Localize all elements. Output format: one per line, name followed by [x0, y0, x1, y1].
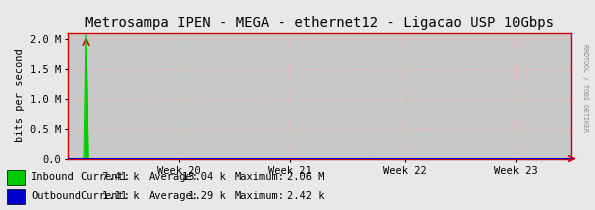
Text: Inbound: Inbound [31, 172, 75, 182]
Text: 7.41 k: 7.41 k [102, 172, 140, 182]
Text: RRDTOOL / TOBI OETIKER: RRDTOOL / TOBI OETIKER [582, 44, 588, 132]
Y-axis label: bits per second: bits per second [15, 49, 26, 142]
Text: 2.42 k: 2.42 k [287, 191, 324, 201]
Text: Current:: Current: [80, 172, 130, 182]
Text: 1.29 k: 1.29 k [182, 191, 226, 201]
Text: 13.04 k: 13.04 k [182, 172, 226, 182]
Text: 2.06 M: 2.06 M [287, 172, 324, 182]
Text: Current:: Current: [80, 191, 130, 201]
Text: Outbound: Outbound [31, 191, 81, 201]
Text: 1.11 k: 1.11 k [102, 191, 140, 201]
Title: Metrosampa IPEN - MEGA - ethernet12 - Ligacao USP 10Gbps: Metrosampa IPEN - MEGA - ethernet12 - Li… [85, 16, 555, 30]
Text: Average:: Average: [149, 191, 199, 201]
Text: Maximum:: Maximum: [235, 191, 285, 201]
Text: Maximum:: Maximum: [235, 172, 285, 182]
Text: Average:: Average: [149, 172, 199, 182]
